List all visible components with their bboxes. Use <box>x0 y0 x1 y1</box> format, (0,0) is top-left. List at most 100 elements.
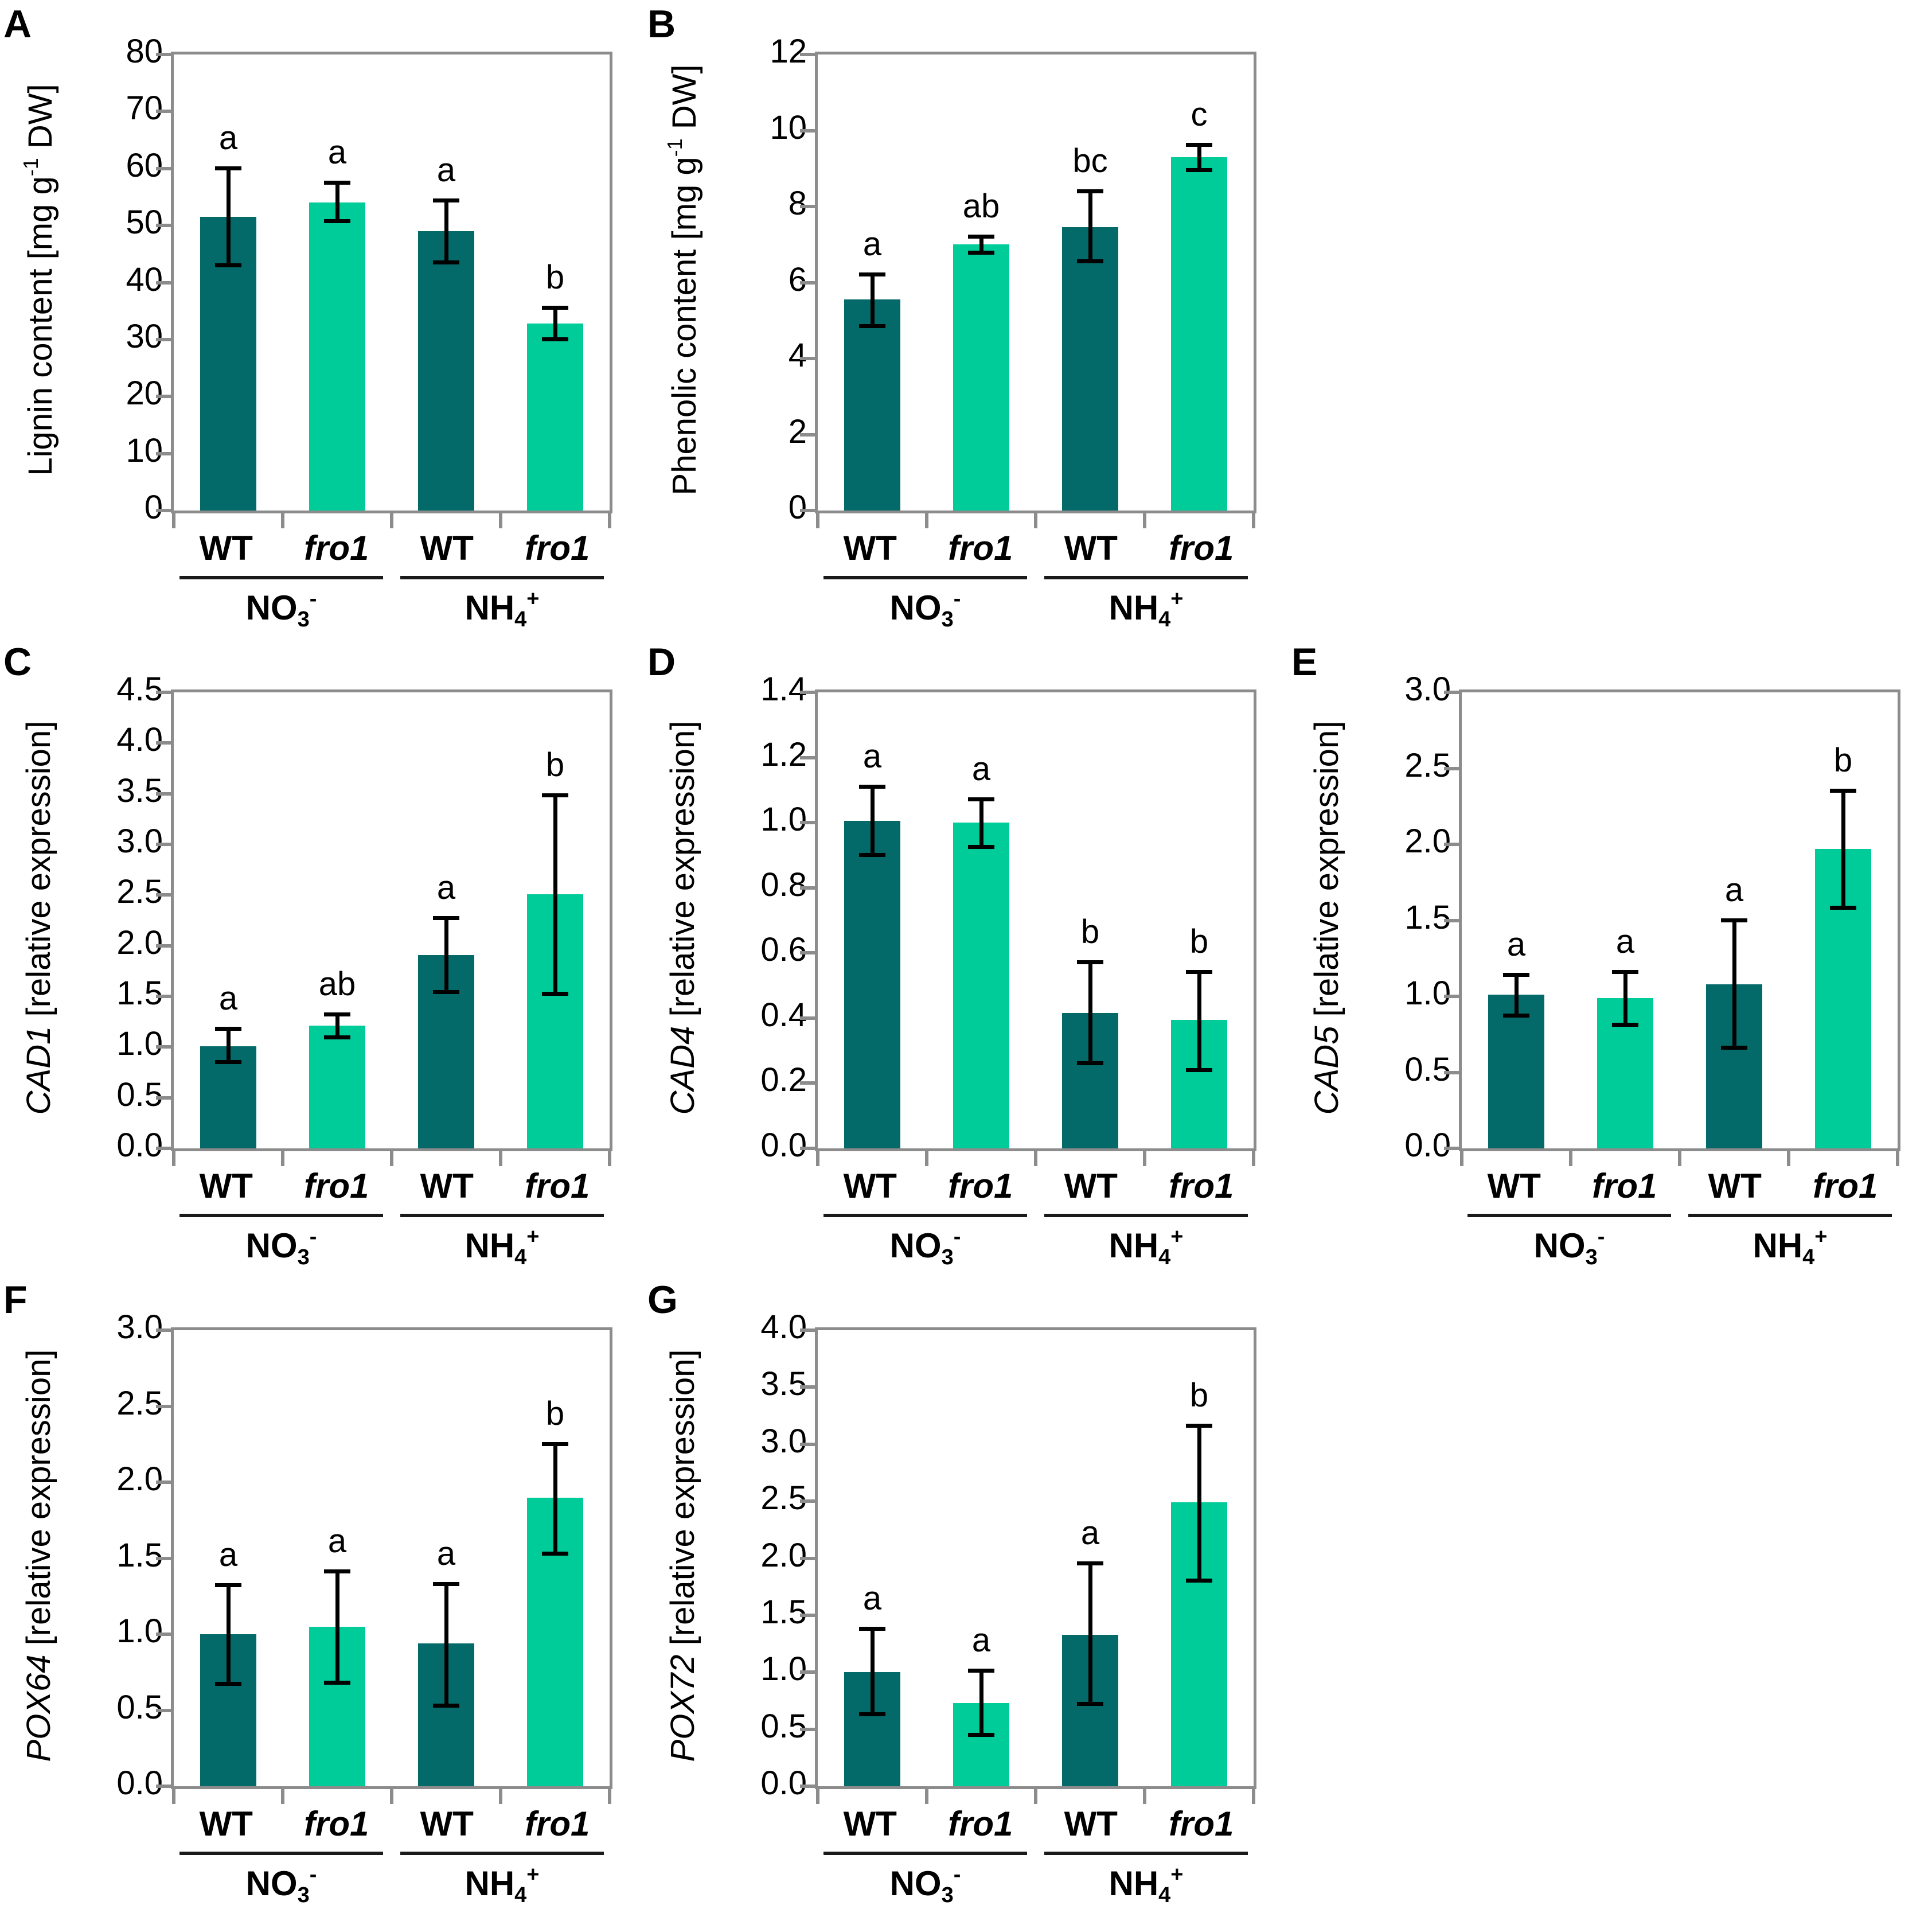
y-tick-mark <box>1444 843 1459 846</box>
y-tick-label: 20 <box>126 375 163 412</box>
significance-letter: a <box>218 119 238 157</box>
x-tick-mark <box>608 1151 611 1166</box>
bar <box>526 324 584 511</box>
group-underline <box>1044 1214 1248 1217</box>
error-bar-cap-bottom <box>968 250 994 255</box>
y-tick-mark <box>800 951 815 955</box>
group-label-part: NH <box>465 1226 515 1265</box>
error-bar-cap-bottom <box>1077 259 1103 264</box>
y-tick-mark <box>156 395 171 399</box>
error-bar <box>1197 972 1201 1070</box>
y-tick-label: 2.5 <box>760 1479 807 1517</box>
error-bar <box>226 168 231 266</box>
y-tick-label: 0.0 <box>116 1127 163 1164</box>
y-tick-label: 3.0 <box>1404 671 1451 708</box>
significance-letter: a <box>327 133 347 171</box>
error-bar <box>870 275 875 326</box>
group-label-part: 3 <box>297 1883 310 1907</box>
significance-letter: a <box>327 1522 347 1560</box>
error-bar-cap-bottom <box>324 1680 350 1685</box>
x-axis-labels: WT fro1 WT fro1 <box>815 1802 1256 1845</box>
error-bar <box>870 786 875 855</box>
error-bar-cap-top <box>215 1583 241 1588</box>
y-tick-label: 2.5 <box>116 1384 163 1422</box>
chart-area: Lignin content [mg g-1 DW] 0 10 20 30 40 50 60 7… <box>5 33 612 528</box>
y-axis-title-column: POX64 [relative expression] <box>5 1327 73 1783</box>
error-bar-cap-bottom <box>215 1682 241 1686</box>
group-label: NO3- <box>890 1862 961 1909</box>
group-label-part: - <box>953 1225 961 1249</box>
y-tick-mark <box>1444 918 1459 922</box>
significance-letter: b <box>545 1394 565 1432</box>
significance-letter: a <box>436 868 456 906</box>
y-axis-title-column: POX72 [relative expression] <box>649 1327 717 1783</box>
error-bar-cap-top <box>859 272 885 277</box>
x-category-label: fro1 <box>1169 1167 1234 1205</box>
y-axis-labels: 0.0 0.5 1.0 1.5 2.0 2.5 3.0 <box>73 1308 171 1802</box>
x-tick-mark <box>281 1789 284 1804</box>
y-tick-mark <box>156 792 171 796</box>
y-tick-mark <box>156 224 171 228</box>
group-label: NH4+ <box>1109 1224 1183 1271</box>
group-row: NO3- NH4+ <box>171 1849 612 1912</box>
y-tick-mark <box>800 1785 815 1788</box>
error-bar <box>444 918 448 992</box>
y-tick-mark <box>156 843 171 846</box>
x-tick-mark <box>1143 513 1146 528</box>
error-bar-cap-bottom <box>215 1059 241 1064</box>
x-category-label: WT <box>420 1167 474 1205</box>
bar <box>953 823 1010 1148</box>
y-tick-mark <box>1444 1147 1459 1150</box>
significance-letter: a <box>218 979 238 1017</box>
group-label: NH4+ <box>465 1862 539 1909</box>
group-label-part: - <box>309 1225 317 1249</box>
error-bar-cap-top <box>1503 972 1529 977</box>
error-bar-cap-bottom <box>542 992 568 996</box>
error-bar-cap-bottom <box>968 1732 994 1737</box>
y-tick-mark <box>800 1385 815 1389</box>
y-tick-mark <box>1444 766 1459 770</box>
group-label-part: NH <box>1109 1864 1159 1903</box>
group-label: NH4+ <box>465 1224 539 1271</box>
bar <box>309 1026 366 1148</box>
x-category-label: WT <box>420 529 474 567</box>
group-row: NO3- NH4+ <box>815 574 1256 637</box>
y-tick-mark <box>800 1499 815 1503</box>
y-tick-label: 0.0 <box>760 1127 807 1164</box>
panel-letter: F <box>3 1278 28 1322</box>
group-row: NO3- NH4+ <box>815 1211 1256 1275</box>
error-bar-cap-top <box>1186 970 1212 975</box>
error-bar-cap-bottom <box>859 1712 885 1716</box>
error-bar-cap-bottom <box>215 263 241 267</box>
panel-letter: E <box>1291 640 1318 684</box>
x-category-label: fro1 <box>1592 1167 1657 1205</box>
plot-area: a a a b <box>1444 689 1900 1166</box>
x-tick-mark <box>1252 1789 1255 1804</box>
error-bar-cap-top <box>433 915 459 920</box>
group-label: NO3- <box>1534 1224 1605 1271</box>
bar <box>1061 227 1119 511</box>
y-tick-label: 2.5 <box>1404 746 1451 784</box>
error-bar-cap-top <box>215 166 241 170</box>
error-bar-cap-bottom <box>1077 1701 1103 1706</box>
group-row: NO3- NH4+ <box>171 574 612 637</box>
x-category-label: fro1 <box>304 1805 369 1843</box>
x-tick-mark <box>1143 1151 1146 1166</box>
error-bar-cap-bottom <box>1186 168 1212 173</box>
y-axis-title-column: CAD1 [relative expression] <box>5 689 73 1146</box>
x-category-label: WT <box>843 1167 897 1205</box>
y-tick-label: 50 <box>126 204 163 241</box>
y-tick-mark <box>156 1785 171 1788</box>
group-label-part: + <box>1814 1225 1828 1249</box>
group-label-part: + <box>526 587 540 611</box>
group-label-part: + <box>1170 587 1184 611</box>
error-bar <box>444 201 448 263</box>
x-category-label: fro1 <box>1169 1805 1234 1843</box>
y-tick-label: 0.6 <box>760 931 807 969</box>
bar <box>844 299 901 511</box>
y-tick-mark <box>800 821 815 825</box>
x-category-label: fro1 <box>1169 529 1234 567</box>
y-axis-title-column: Lignin content [mg g-1 DW] <box>5 52 73 508</box>
group-underline <box>400 1852 604 1855</box>
y-axis-title-part: DW] <box>666 64 703 138</box>
